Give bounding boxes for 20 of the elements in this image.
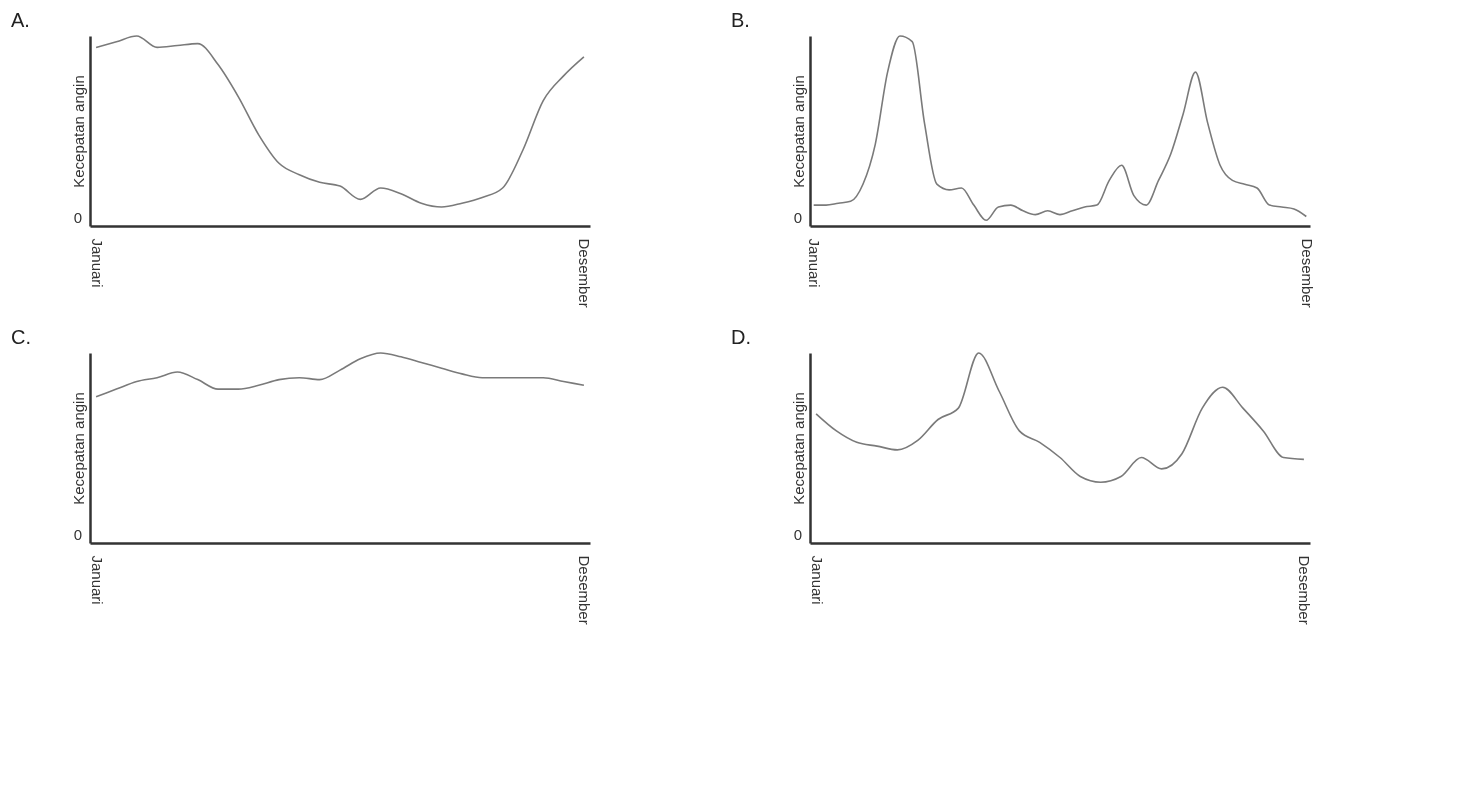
chart-title: A. — [11, 9, 30, 32]
text: 0 — [793, 209, 802, 226]
y-axis-title: Kecepatan angin — [69, 392, 87, 505]
y-axis-title: Kecepatan angin — [789, 392, 807, 505]
y-axis-title: Kecepatan angin — [789, 75, 807, 188]
y-axis-title: Kecepatan angin — [69, 75, 87, 188]
x-tick-label: Januari — [88, 238, 106, 288]
text: 0 — [793, 526, 802, 543]
chart-title: B. — [731, 9, 750, 32]
text: 0 — [73, 209, 82, 226]
text: 0 — [73, 526, 82, 543]
x-tick-label: Januari — [808, 555, 826, 605]
x-tick-label: Januari — [806, 238, 824, 288]
x-tick-label: Desember — [576, 238, 594, 308]
chart-title: D. — [731, 326, 751, 349]
x-tick-label: Januari — [88, 555, 106, 605]
x-tick-label: Desember — [1298, 238, 1316, 308]
x-tick-label: Desember — [576, 555, 594, 625]
chart-title: C. — [11, 326, 31, 349]
x-tick-label: Desember — [1296, 555, 1314, 625]
